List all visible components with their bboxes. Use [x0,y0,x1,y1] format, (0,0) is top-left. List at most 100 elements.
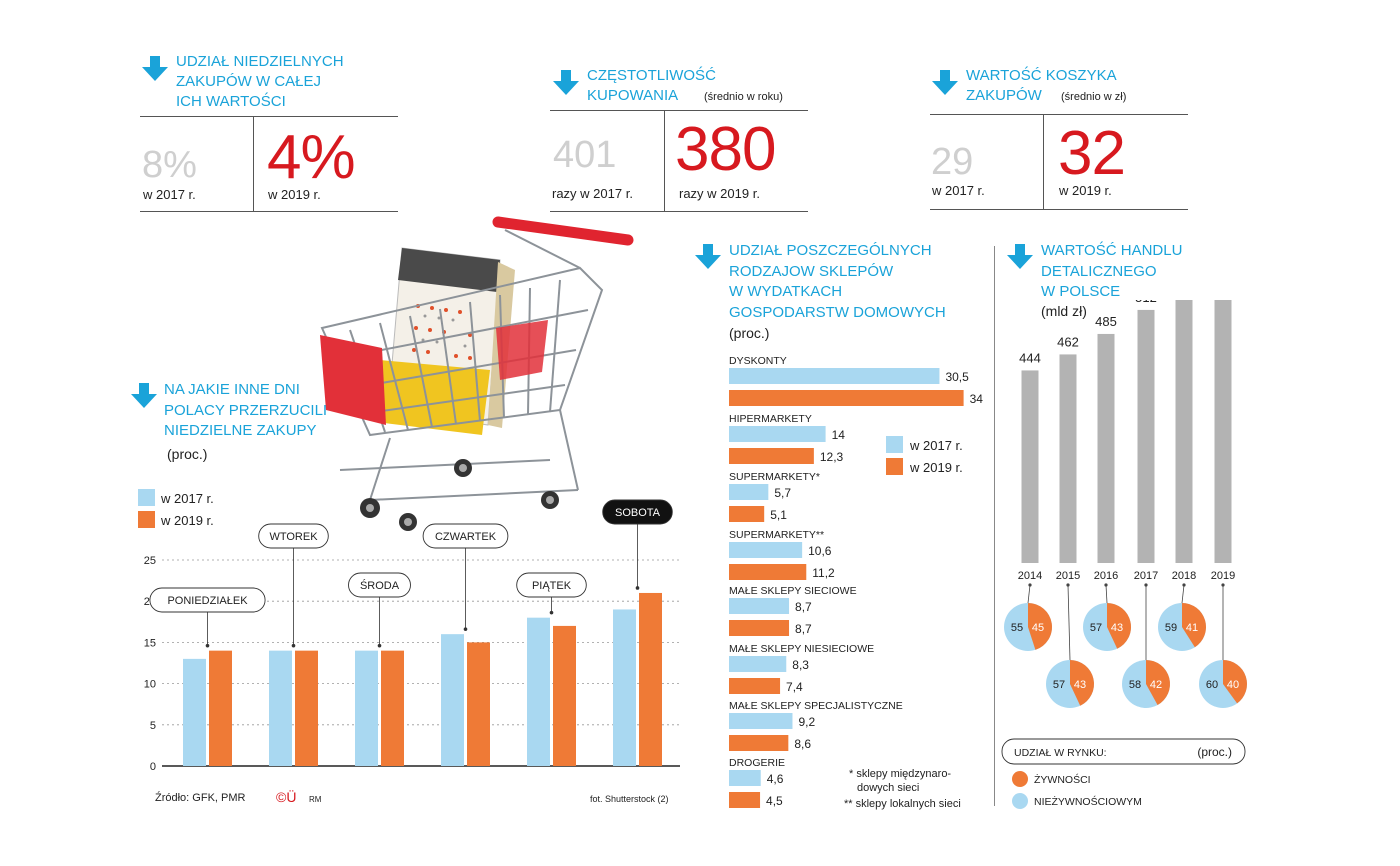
divider [994,246,995,806]
pie-non-food-label: 60 [1206,679,1218,691]
category-label: DYSKONTY [729,355,787,367]
legend-swatch-2017 [886,436,903,453]
year-label: 2017 [1134,570,1158,582]
bar-2017 [441,634,464,766]
pie-non-food-label: 59 [1165,622,1177,634]
basket-2019-label: w 2019 r. [1059,183,1112,198]
bar-2019 [381,650,404,766]
stores-chart-title: UDZIAŁ POSZCZEGÓLNYCH RODZAJOW SKLEPÓW W… [729,242,946,321]
category-label: DROGERIE [729,757,785,769]
day-label-pill [348,572,411,598]
pie-non-food-label: 58 [1129,679,1141,691]
value-label-2019: 8,7 [795,622,812,636]
bar-2017 [729,656,787,672]
bar-2017 [729,770,761,786]
pie-food-slice [1182,603,1206,648]
divider [550,110,808,111]
category-label: MAŁE SKLEPY NIESIECIOWE [729,643,874,655]
pie-connector-dot [1066,583,1070,587]
label-dot [377,643,382,648]
day-label-pill [516,572,587,598]
y-tick-label: 5 [150,720,156,732]
footnote-1-cont: dowych sieci [857,782,920,794]
divider [550,211,808,212]
value-label-2019: 12,3 [820,450,844,464]
down-arrow-icon [131,383,157,408]
pie-connector-dot [1028,583,1032,587]
legend-label-non-food: NIEŻYWNOŚCIOWYM [1034,795,1142,808]
bar-2019 [729,564,807,580]
day-label: WTOREK [269,531,318,543]
value-label-2017: 14 [832,428,846,442]
legend-swatch-non-food [1012,793,1028,809]
legend-label-2017: w 2017 r. [910,438,963,453]
day-label: PIĄTEK [532,580,572,592]
bar-2017 [729,713,793,729]
down-arrow-icon [1007,244,1033,269]
retail-value-label: 485 [1095,314,1117,329]
pie-non-food-label: 55 [1011,622,1023,634]
category-label: MAŁE SKLEPY SIECIOWE [729,585,857,597]
basket-note: (średnio w zł) [1061,91,1127,103]
legend-swatch-food [1012,771,1028,787]
value-label-2019: 34 [970,392,984,406]
basket-title: WARTOŚĆ KOSZYKA ZAKUPÓW [966,67,1117,104]
sunday-share-2019-label: w 2019 r. [268,187,321,202]
source-note: Źródło: GFK, PMR [155,792,246,804]
sunday-share-2019-value: 4% [267,123,356,192]
retail-bar [1214,300,1232,563]
sunday-share-2017-label: w 2017 r. [143,187,196,202]
legend-label-food: ŻYWNOŚCI [1034,773,1091,786]
sunday-share-title: UDZIAŁ NIEDZIELNYCH ZAKUPÓW W CAŁEJ ICH … [176,53,344,110]
pie-food-slice [1223,660,1247,704]
value-label-2017: 10,6 [808,544,832,558]
value-label-2017: 5,7 [774,486,791,500]
footnote-2: ** sklepy lokalnych sieci [844,798,961,810]
pie-connector-dot [1144,583,1148,587]
basket-2017-label: w 2017 r. [932,183,985,198]
days-chart-title: NA JAKIE INNE DNI POLACY PRZERZUCILI NIE… [164,381,328,439]
pie-food-label: 41 [1186,622,1198,634]
bar-2017 [183,658,206,766]
frequency-2019-value: 380 [675,115,776,184]
photo-credit: fot. Shutterstock (2) [590,794,669,804]
bar-2019 [729,620,790,636]
retail-value-label: 444 [1019,350,1041,365]
market-share-legend-title: UDZIAŁ W RYNKU: [1014,747,1107,759]
retail-value-label: 462 [1057,334,1079,349]
year-label: 2016 [1094,570,1118,582]
day-label-pill [422,523,509,549]
pie-connector [1181,584,1185,604]
down-arrow-icon [553,70,579,95]
down-arrow-icon [695,244,721,269]
year-label: 2018 [1172,570,1196,582]
bar-2017 [729,426,826,442]
label-dot [549,610,554,615]
bar-2017 [269,650,292,766]
bar-2019 [553,625,576,766]
frequency-2017-label: razy w 2017 r. [552,186,633,201]
day-label-pill [602,499,673,525]
retail-bar [1021,370,1039,563]
day-label: ŚRODA [360,579,400,592]
bar-2019 [729,678,781,694]
sunday-share-2017-value: 8% [142,144,197,186]
pie-food-label: 43 [1074,679,1086,691]
pie-connector-dot [1104,583,1108,587]
bar-2019 [639,592,662,766]
pie-connector [1027,584,1031,604]
retail-bar [1137,309,1155,563]
value-label-2019: 11,2 [812,566,835,580]
label-dot [291,643,296,648]
year-label: 2015 [1056,570,1080,582]
divider [140,211,398,212]
down-arrow-icon [142,56,168,81]
legend-swatch-2019 [886,458,903,475]
value-label-2017: 4,6 [767,772,784,786]
pie-food-slice [1146,660,1171,706]
pie-food-label: 43 [1111,622,1123,634]
bar-2019 [295,650,318,766]
day-label: PONIEDZIAŁEK [167,595,248,607]
value-label-2019: 7,4 [786,680,803,694]
days-chart-unit: (proc.) [167,446,208,462]
